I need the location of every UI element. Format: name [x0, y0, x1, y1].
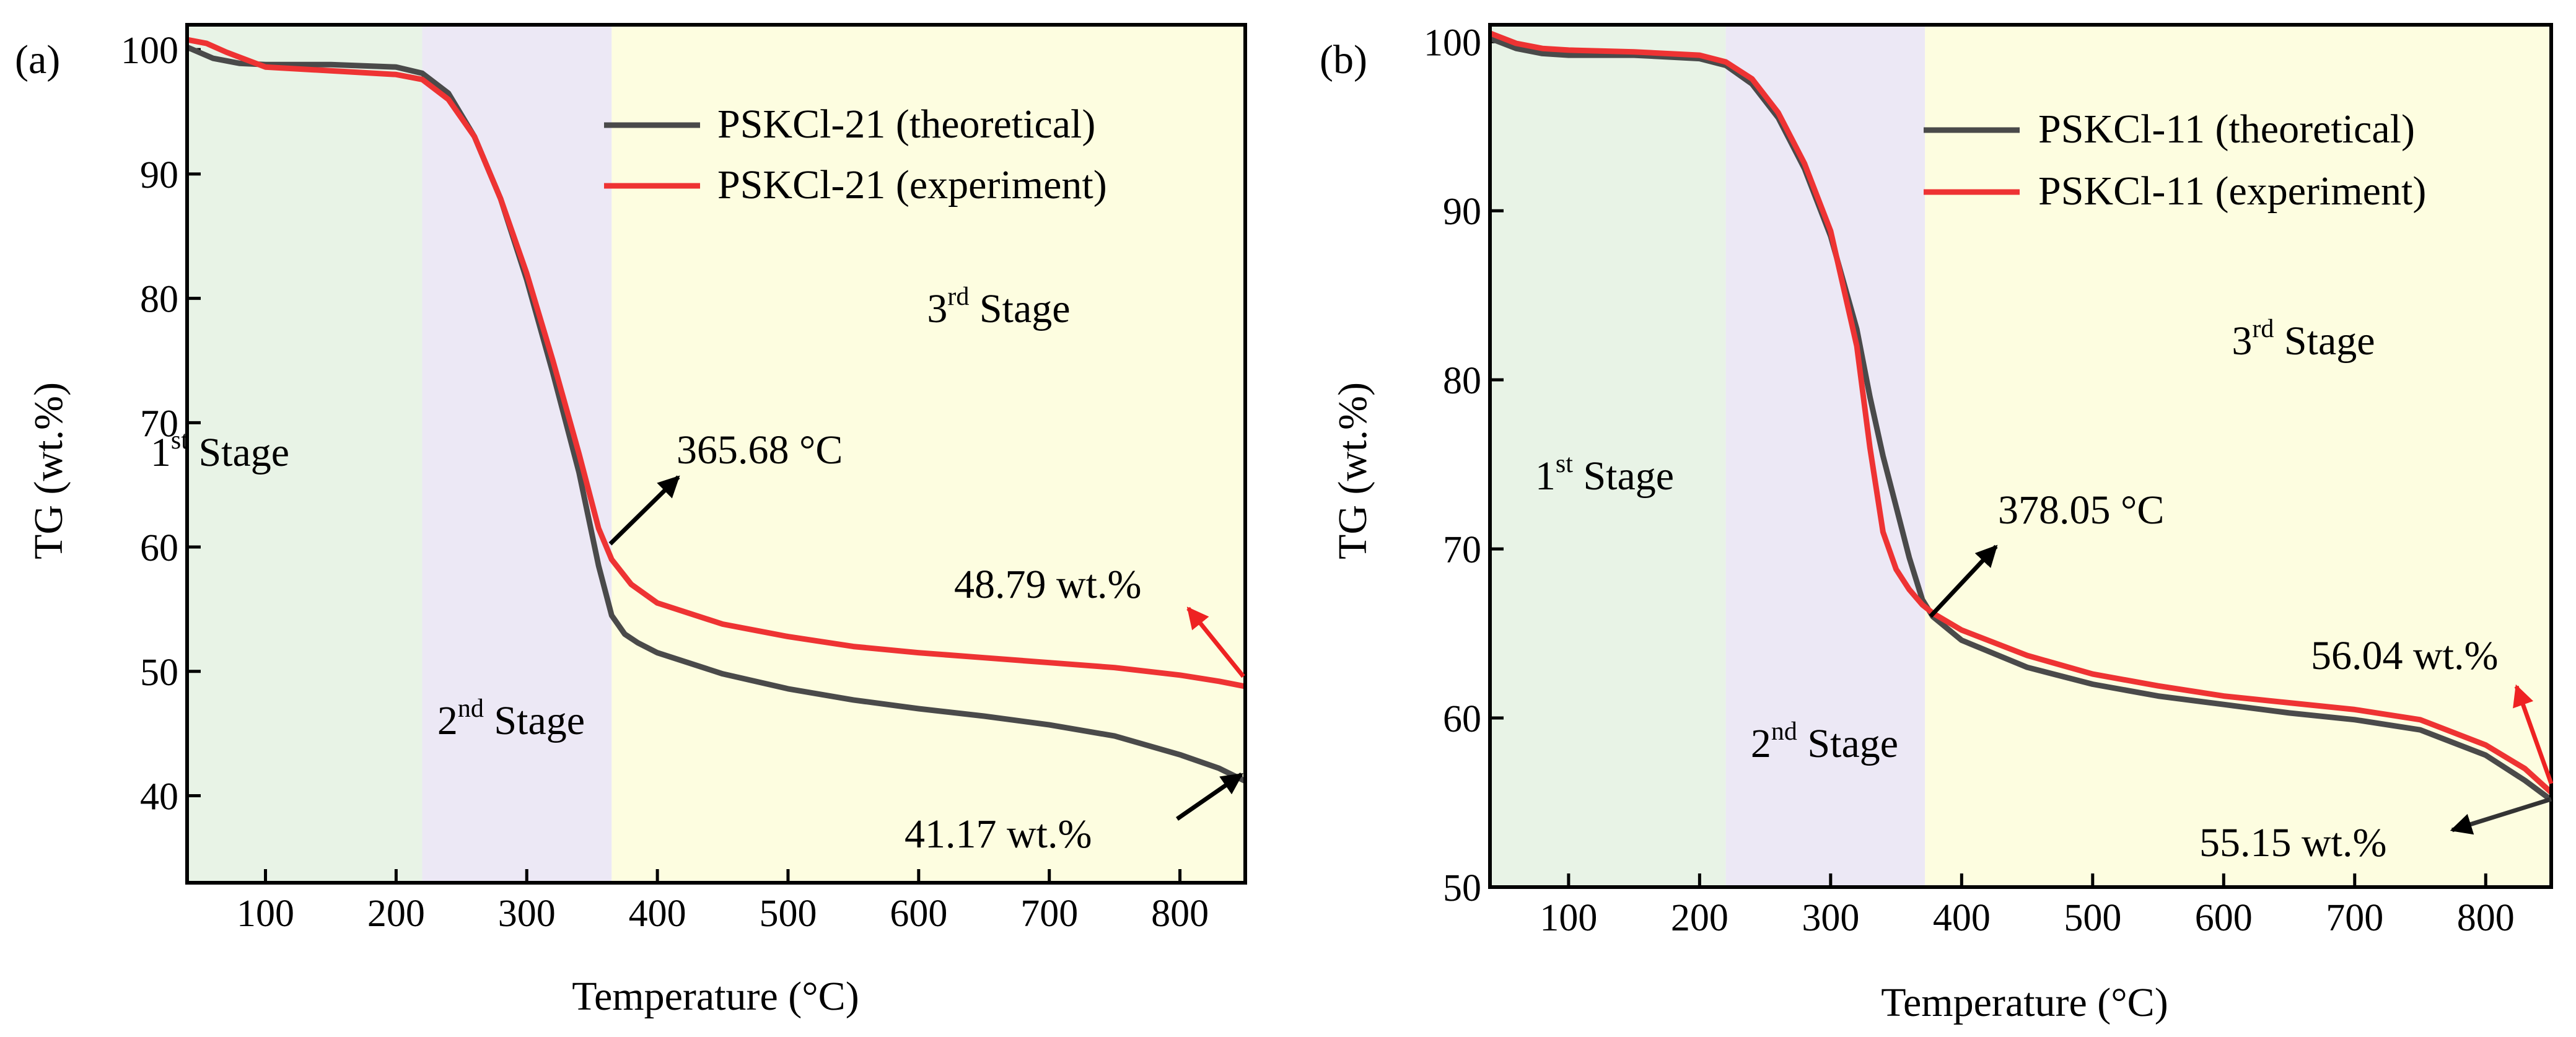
stage3-label: 3rd Stage	[2232, 315, 2375, 364]
y-tick-label: 90	[140, 154, 178, 196]
annotation-arrow-temperature	[1929, 545, 1998, 618]
x-tick-label: 200	[1671, 897, 1728, 939]
y-tick-label: 100	[1424, 22, 1481, 64]
stage1-region	[1490, 25, 1726, 887]
x-tick-label: 300	[498, 893, 556, 935]
y-tick-label: 100	[121, 30, 178, 72]
legend: PSKCl-11 (theoretical) PSKCl-11 (experim…	[1924, 107, 2426, 214]
stage1-label: 1st Stage	[1535, 450, 1674, 499]
legend: PSKCl-21 (theoretical) PSKCl-21 (experim…	[604, 102, 1107, 208]
axis-ticks: 100 200 300 400 500 600 700 800 50 60 70 80 90 100	[1424, 22, 2515, 939]
y-axis-title: TG (wt.%)	[26, 382, 71, 559]
y-tick-label: 50	[140, 652, 178, 694]
annotation-experiment-residue: 56.04 wt.%	[2311, 633, 2498, 678]
panel-label: (a)	[15, 37, 60, 82]
x-axis-title: Temperature (°C)	[1881, 980, 2168, 1025]
y-tick-label: 70	[140, 403, 178, 445]
y-tick-label: 80	[1443, 360, 1481, 402]
y-tick-label: 80	[140, 279, 178, 321]
plot-frame	[1488, 23, 2553, 889]
legend-label-theoretical: PSKCl-11 (theoretical)	[2038, 107, 2415, 152]
x-tick-label: 600	[890, 893, 947, 935]
series-line-experiment	[186, 37, 1246, 689]
legend-label-experiment: PSKCl-21 (experiment)	[717, 162, 1107, 208]
x-tick-label: 700	[2326, 897, 2383, 939]
y-tick-label: 50	[1443, 867, 1481, 909]
axis-ticks: 100 200 300 400 500 600 700 800 40 50 60 70 80 90 100	[121, 30, 1209, 935]
y-axis-title: TG (wt.%)	[1330, 382, 1375, 559]
x-tick-label: 500	[759, 893, 817, 935]
y-tick-label: 90	[1443, 191, 1481, 233]
series-line-theoretical	[186, 44, 1246, 784]
x-tick-label: 800	[2457, 897, 2515, 939]
annotation-temperature: 378.05 °C	[1998, 488, 2164, 533]
chart-panel-a: 100 200 300 400 500 600 700 800 40 50 60 70 80 90100 …	[15, 23, 1247, 1019]
panel-label: (b)	[1320, 37, 1367, 82]
x-tick-label: 600	[2195, 897, 2253, 939]
stage2-label: 2nd Stage	[1751, 717, 1898, 766]
legend-label-theoretical: PSKCl-21 (theoretical)	[717, 102, 1095, 147]
x-tick-label: 100	[237, 893, 294, 935]
stage1-label: 1st Stage	[151, 426, 289, 475]
annotation-arrow-theoretical-residue	[2450, 797, 2552, 835]
annotation-experiment-residue: 48.79 wt.%	[954, 562, 1141, 607]
stage2-label: 2nd Stage	[437, 694, 585, 743]
stage2-region	[422, 25, 612, 883]
x-axis-title: Temperature (°C)	[572, 974, 859, 1019]
stage1-region	[187, 25, 423, 883]
annotation-theoretical-residue: 55.15 wt.%	[2199, 820, 2386, 865]
x-tick-label: 500	[2064, 897, 2121, 939]
stage2-region	[1725, 25, 1925, 887]
y-tick-label: 70	[1443, 529, 1481, 571]
x-tick-label: 100	[1540, 897, 1597, 939]
annotation-temperature: 365.68 °C	[677, 427, 843, 473]
legend-label-experiment: PSKCl-11 (experiment)	[2038, 168, 2426, 214]
chart-panel-b: 100 200 300 400 500 600 700 800 50 60 70 80 90 100 (b…	[1320, 22, 2554, 1025]
y-tick-label: 40	[140, 776, 178, 818]
y-tick-label: 60	[1443, 698, 1481, 740]
series-line-experiment	[1489, 30, 2554, 795]
x-tick-label: 700	[1020, 893, 1078, 935]
annotation-arrow-experiment-residue	[1186, 606, 1245, 678]
x-tick-label: 300	[1802, 897, 1859, 939]
annotation-arrow-theoretical-residue	[1176, 772, 1243, 821]
y-tick-label: 60	[140, 527, 178, 569]
series-line-theoretical	[1489, 35, 2553, 803]
x-tick-label: 400	[1933, 897, 1991, 939]
stage3-region	[611, 25, 1245, 883]
x-tick-label: 800	[1151, 893, 1209, 935]
annotation-arrow-experiment-residue	[2513, 684, 2554, 785]
annotation-theoretical-residue: 41.17 wt.%	[905, 812, 1092, 857]
x-tick-label: 400	[629, 893, 686, 935]
plot-frame	[185, 23, 1247, 885]
x-tick-label: 200	[367, 893, 425, 935]
annotation-arrow-temperature	[608, 475, 680, 546]
stage3-region	[1925, 25, 2551, 887]
stage3-label: 3rd Stage	[927, 282, 1070, 331]
